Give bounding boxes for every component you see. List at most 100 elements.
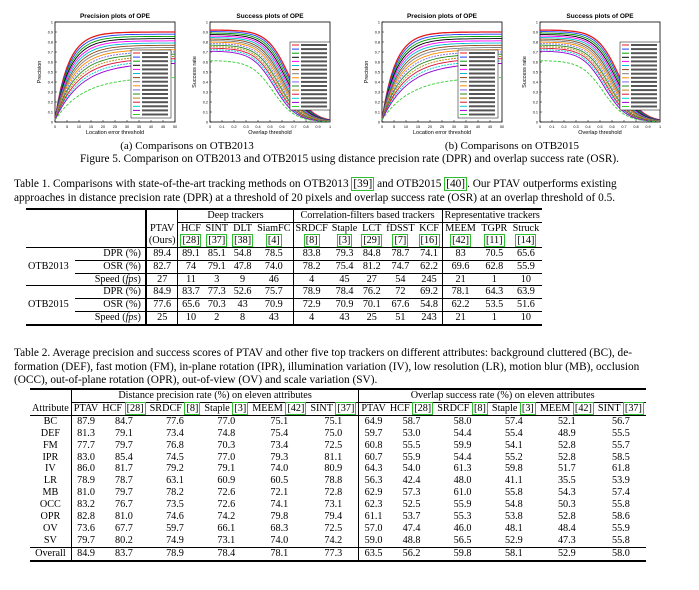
table2-cell: 77.0 <box>217 451 236 463</box>
y-tick-label: 0 <box>378 121 380 125</box>
legend-entry <box>142 72 168 75</box>
table2-cell: 78.1 <box>250 546 309 562</box>
y-tick-label: 0.2 <box>203 101 208 105</box>
tracker-curve <box>540 38 661 122</box>
attr-header: Attribute <box>30 402 72 416</box>
cite-link[interactable]: [7] <box>392 233 409 247</box>
column-header: MEEM [42] <box>250 401 309 416</box>
table2-cell: 75.1 <box>270 415 289 427</box>
legend-entry <box>142 76 168 79</box>
cite-link[interactable]: [42] <box>572 401 594 415</box>
legend-entry <box>301 60 327 63</box>
table1-cell: 55.9 <box>509 260 542 274</box>
table2-cell: 74.5 <box>166 451 184 463</box>
table2-cell: 54.4 <box>453 427 472 439</box>
table2-cell: 79.8 <box>270 511 289 523</box>
x-tick-label: 0.1 <box>219 125 224 129</box>
table2-cell: 60.5 <box>270 475 289 487</box>
table2-cell: 64.9 <box>358 415 388 428</box>
y-tick-label: 0.8 <box>533 41 538 45</box>
tracker-curve <box>381 47 502 121</box>
column-header: HCF [28] <box>100 401 148 416</box>
column-header: HCF [28] <box>387 401 436 416</box>
table2-cell: 59.9 <box>453 439 472 451</box>
table2-row: FM 77.7 79.7 76.8 70.3 73.4 72.5 60.8 55.5 59.9 54… <box>30 439 646 452</box>
table1-cell: 21 <box>441 311 479 327</box>
y-tick-label: 0.6 <box>203 61 208 65</box>
legend-entry <box>631 93 657 96</box>
x-axis-label: Location error threshold <box>86 130 144 136</box>
x-tick-label: 30 <box>125 125 129 129</box>
cite-link[interactable]: [42] <box>450 233 472 247</box>
cite-link[interactable]: [37] <box>206 233 228 247</box>
cite-link[interactable]: [37] <box>622 401 644 415</box>
cite-link[interactable]: [28] <box>412 401 434 415</box>
table2-cell: 78.7 <box>115 475 133 487</box>
tracker-curve <box>54 33 175 121</box>
x-tick-label: 5 <box>66 125 68 129</box>
table2-cell: 73.1 <box>217 534 236 546</box>
table2-cell: 60.9 <box>217 475 236 487</box>
x-tick-label: 20 <box>101 125 105 129</box>
cite-link[interactable]: [38] <box>232 233 254 247</box>
cite-link[interactable]: [39] <box>351 177 375 191</box>
y-tick-label: 0.1 <box>375 111 380 115</box>
tracker-curve <box>54 42 176 121</box>
column-header: MEEM [42] <box>537 401 596 416</box>
x-tick-label: 0.4 <box>255 125 260 129</box>
cite-link[interactable]: [3] <box>519 401 536 415</box>
cite-link[interactable]: [37] <box>335 401 357 415</box>
legend-entry <box>301 48 327 51</box>
table1-cell: 2 <box>203 311 231 327</box>
metric-label: Speed (fps) <box>74 273 146 287</box>
table2-row: Overall 84.9 83.7 78.9 78.4 78.1 77.3 63.5 56.2 5… <box>30 546 646 562</box>
cite-link[interactable]: [11] <box>483 233 505 247</box>
cite-link[interactable]: [4] <box>265 233 282 247</box>
cite-link[interactable]: [8] <box>184 401 201 415</box>
ptav-sub: (Ours) <box>144 234 178 248</box>
cite-link[interactable]: [42] <box>285 401 307 415</box>
metric-label: Speed (fps) <box>74 311 146 327</box>
cite-link[interactable]: [40] <box>444 177 468 191</box>
cite-link[interactable]: [8] <box>472 401 488 415</box>
tracker-name: fDSST <box>386 222 415 234</box>
table1-cell: 83 <box>441 247 479 261</box>
table2-cell: 55.5 <box>402 439 421 451</box>
tracker-curve <box>210 32 331 121</box>
table2-cell: 74.8 <box>217 427 236 439</box>
legend-entry <box>631 101 657 104</box>
cite-link[interactable]: [8] <box>303 233 320 247</box>
cite-link[interactable]: [28] <box>124 401 146 415</box>
table2-cell: 56.7 <box>611 415 630 427</box>
tracker-curve <box>381 38 502 121</box>
table1-cell: 77.3 <box>203 285 231 300</box>
table2-cell: 59.7 <box>166 522 184 534</box>
table1-cell: 65.6 <box>177 298 204 313</box>
tracker-curve <box>210 31 331 121</box>
table1-group-header: Deep trackers Correlation-filters based t… <box>26 207 542 223</box>
tracker-curve <box>539 50 661 123</box>
cite-link[interactable]: [28] <box>180 233 202 247</box>
cite-link[interactable]: [14] <box>515 233 537 247</box>
x-tick-label: 0.7 <box>291 125 296 129</box>
table2-cell: 48.4 <box>557 522 576 534</box>
table2-row: OPR 82.8 81.0 74.6 74.2 79.8 79.4 61.1 53.7 55.3 5… <box>30 511 646 523</box>
table1-cell: 81.2 <box>359 260 385 274</box>
table1-tracker-names: PTAV HCF SINT DLT SiamFC SRDCF Staple LCT fDSST K… <box>26 222 542 235</box>
tracker-curve <box>381 40 502 121</box>
cite-link[interactable]: [16] <box>418 233 440 247</box>
cite-link[interactable]: [3] <box>232 401 249 415</box>
table2-cell: 47.3 <box>557 534 576 546</box>
table2-cell: 54.0 <box>402 463 421 475</box>
legend-entry <box>301 56 327 59</box>
table1-cell: 78.5 <box>255 247 293 261</box>
legend-entry <box>301 101 327 104</box>
cite-link[interactable]: [3] <box>336 233 353 247</box>
legend-entry <box>631 52 657 55</box>
legend-entry <box>631 64 657 67</box>
table2-cell: 53.8 <box>504 511 523 523</box>
legend-entry <box>469 80 495 83</box>
legend-entry <box>142 105 168 108</box>
cite-link[interactable]: [29] <box>361 233 383 247</box>
table2-cell: 77.0 <box>217 415 236 427</box>
